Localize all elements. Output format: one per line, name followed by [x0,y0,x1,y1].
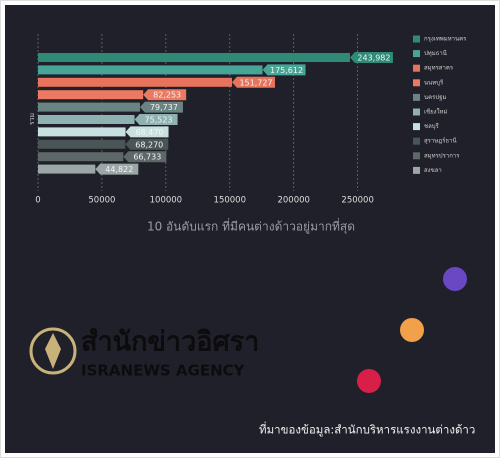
bar [38,77,232,87]
value-label-box [143,89,187,101]
value-label: 79,737 [150,103,178,112]
bar [38,53,350,62]
bar [38,139,126,149]
legend-label: ปทุมธานี [424,49,447,57]
source-note: ที่มาของข้อมูล:สำนักบริหารแรงงานต่างด้าว [259,422,475,437]
brand-name: สำนักข่าวอิศรา [81,327,259,358]
value-label: 75,523 [145,116,173,125]
legend-label: กรุงเทพมหานคร [424,36,467,43]
logo-emblem [29,327,77,375]
bar [38,115,135,124]
legend-label: นครปฐม [424,94,446,101]
value-label-box [95,163,139,175]
decor-circle [443,267,467,291]
legend-swatch [413,108,420,116]
value-label: 82,253 [153,91,181,100]
value-label-box [123,151,167,163]
brand-tagline: ISRANEWS AGENCY [81,362,246,380]
legend-swatch [413,93,420,101]
decor-circle [400,318,424,342]
legend-label: เชียงใหม่ [424,108,447,116]
value-label-box [262,64,306,76]
value-label: 243,982 [357,54,390,63]
value-label: 44,822 [105,165,133,174]
logo-pen [45,333,61,369]
value-label: 68,270 [135,140,163,149]
legend-label: ชลบุรี [424,122,440,130]
x-tick-label: 0 [35,196,40,206]
legend-label: นนทบุรี [424,78,444,86]
bar [38,152,124,162]
legend-swatch [413,152,420,160]
legend-label: สมุทรสาคร [424,65,454,72]
value-label-box [134,114,178,125]
legend-swatch [413,35,420,43]
legend-swatch [413,64,420,72]
x-tick-label: 150000 [214,196,246,206]
value-label: 175,612 [270,66,303,75]
x-tick-label: 250000 [341,196,373,206]
y-axis-label: รวม [28,113,36,125]
legend-swatch [413,50,420,58]
value-label-box [139,101,183,113]
value-label-box [125,126,169,138]
legend-label: สมุทรปราการ [424,152,460,159]
value-label-box [125,138,169,150]
x-tick-label: 200000 [277,196,309,206]
legend-swatch [413,166,420,174]
legend-label: สุราษฎร์ธานี [424,137,457,145]
logo [29,327,77,375]
legend-swatch [413,79,420,87]
bar [38,65,263,75]
bar [38,102,140,112]
legend-swatch [413,123,420,131]
legend-label: สงขลา [424,167,442,174]
value-label: 66,733 [133,153,161,162]
x-tick-label: 50000 [88,196,115,206]
bar [38,127,126,137]
value-label-box [349,52,393,63]
bar [38,90,144,100]
value-label: 68,470 [136,128,164,137]
chart-title: 10 อันดับแรก ที่มีคนต่างด้าวอยู่มากที่สุ… [147,218,355,235]
bar [38,164,96,174]
decor-circle [357,369,381,393]
value-label-box [231,76,275,88]
legend-swatch [413,137,420,145]
value-label: 151,727 [239,78,272,87]
x-tick-label: 100000 [150,196,182,206]
